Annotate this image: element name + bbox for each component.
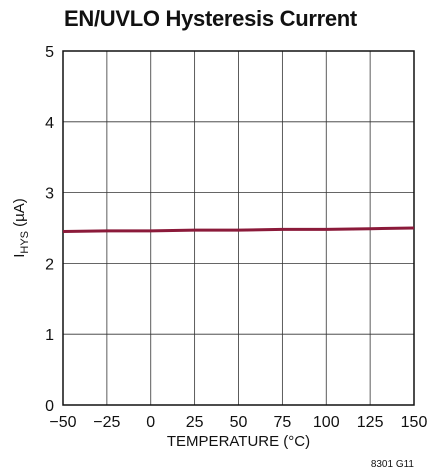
y-tick-label: 1 xyxy=(45,327,54,344)
y-tick-label: 3 xyxy=(45,186,54,203)
x-tick-labels: −50 −25 0 25 50 75 100 125 150 xyxy=(49,414,427,431)
x-tick-label: 150 xyxy=(401,414,428,431)
y-tick-label: 4 xyxy=(45,115,54,132)
y-axis-label: IHYS (µA) xyxy=(11,198,31,258)
x-tick-label: −50 xyxy=(49,414,76,431)
x-tick-label: 125 xyxy=(357,414,384,431)
x-tick-label: 100 xyxy=(313,414,340,431)
y-tick-labels: 0 1 2 3 4 5 xyxy=(45,44,54,415)
y-axis-label-main: I xyxy=(11,254,28,258)
figure-id: 8301 G11 xyxy=(371,459,415,470)
x-tick-label: 0 xyxy=(146,414,155,431)
series-line xyxy=(62,226,415,234)
x-axis-label: TEMPERATURE (°C) xyxy=(167,433,310,450)
y-tick-label: 0 xyxy=(45,398,54,415)
y-tick-label: 5 xyxy=(45,44,54,61)
y-axis-label-sub: HYS xyxy=(19,231,31,254)
x-tick-label: 25 xyxy=(186,414,204,431)
x-tick-label: 50 xyxy=(230,414,248,431)
x-tick-label: −25 xyxy=(93,414,120,431)
y-tick-label: 2 xyxy=(45,256,54,273)
grid xyxy=(63,51,414,405)
series-layer xyxy=(62,226,415,234)
chart-title: EN/UVLO Hysteresis Current xyxy=(64,6,357,31)
y-axis-label-unit: (µA) xyxy=(11,198,28,231)
x-tick-label: 75 xyxy=(273,414,291,431)
